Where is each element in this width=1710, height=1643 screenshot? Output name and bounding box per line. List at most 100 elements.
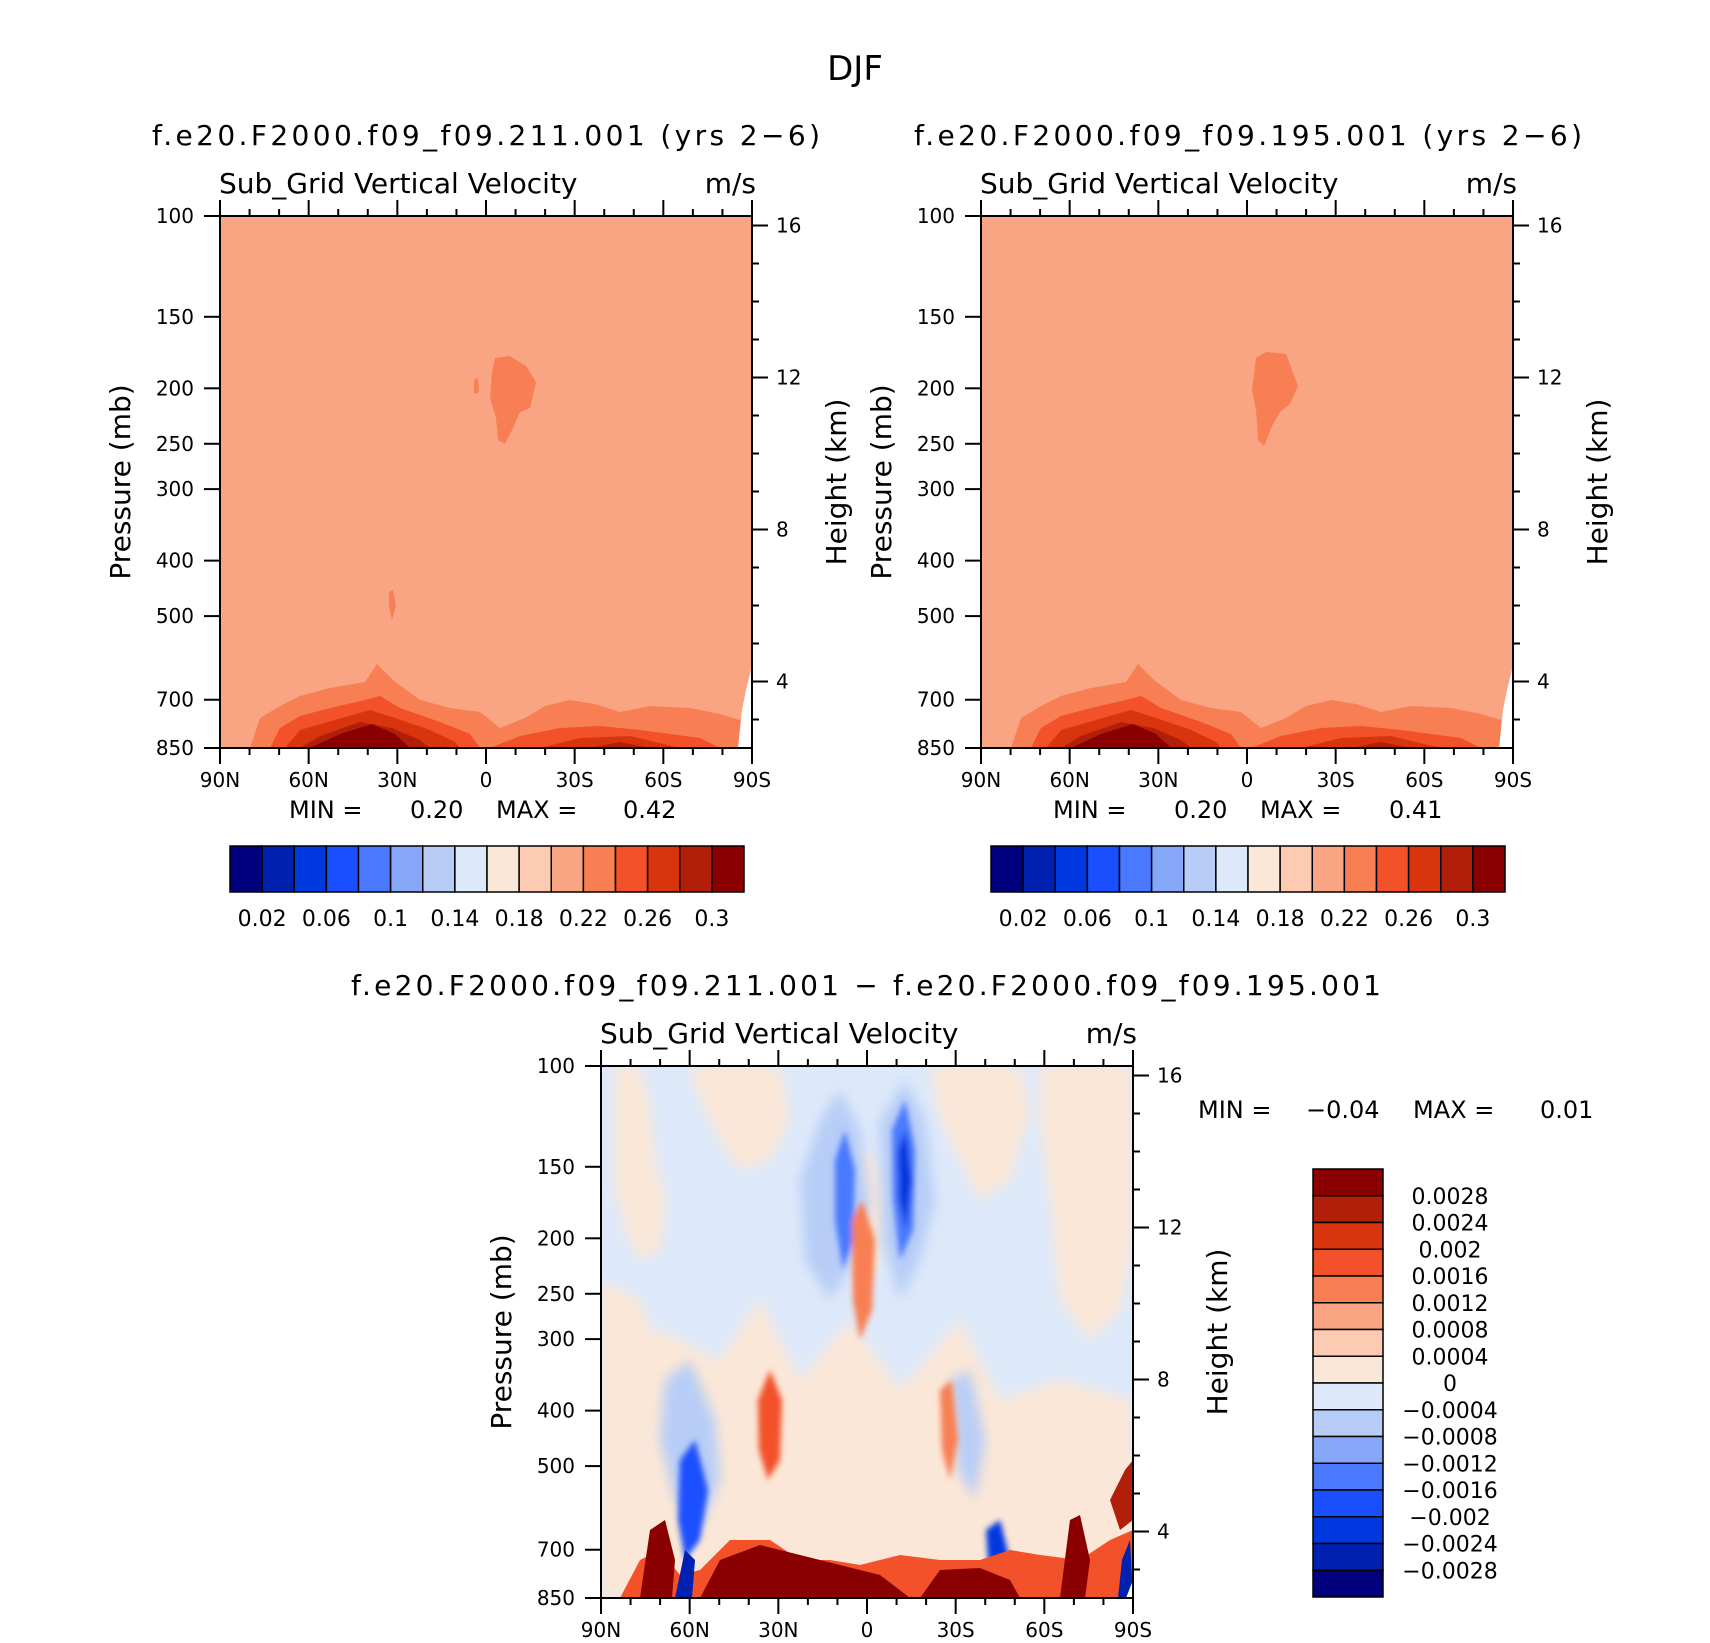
colorbar-swatch xyxy=(1312,1355,1384,1384)
y-tick-label: 150 xyxy=(917,305,955,329)
y-tick-label: 250 xyxy=(917,432,955,456)
panel-1-field xyxy=(220,216,752,748)
x-tick-label: 30N xyxy=(377,768,417,792)
panel-2-field xyxy=(981,216,1513,748)
panel-3-strong-regions xyxy=(678,1100,1010,1580)
panel-2-upper-max-region xyxy=(1252,352,1298,446)
colorbar-swatch xyxy=(1311,845,1346,893)
colorbar-label: 0.26 xyxy=(1384,907,1433,932)
colorbar-label: −0.0008 xyxy=(1402,1426,1497,1451)
colorbar-label: −0.0004 xyxy=(1402,1399,1497,1424)
panel-2-ylabel-right: Height (km) xyxy=(1581,399,1614,566)
panel-1-title: f.e20.F2000.f09_f09.211.001 (yrs 2−6) xyxy=(152,119,820,152)
colorbar-label: −0.0012 xyxy=(1402,1452,1497,1477)
colorbar-swatch xyxy=(1312,1302,1384,1331)
y-right-tick-label: 8 xyxy=(1157,1368,1170,1392)
y-tick-label: 100 xyxy=(537,1054,575,1078)
y-right-tick-label: 12 xyxy=(1537,366,1562,390)
colorbar-swatch xyxy=(1054,845,1089,893)
y-tick-label: 100 xyxy=(917,204,955,228)
panel-3-positive-region-b xyxy=(690,1066,790,1170)
colorbar-swatch xyxy=(1312,1168,1384,1197)
y-right-tick-label: 8 xyxy=(1537,518,1550,542)
panel-3-strong-positive-region-a xyxy=(852,1200,875,1340)
colorbar-label: 0.002 xyxy=(1419,1238,1482,1263)
panel-2-min-label: MIN = xyxy=(1053,796,1126,824)
x-tick-label: 0 xyxy=(480,768,493,792)
panel-3-ylabel-right: Height (km) xyxy=(1201,1249,1234,1416)
colorbar-label: 0.3 xyxy=(694,907,729,932)
panel-2-max-value: 0.41 xyxy=(1389,796,1442,824)
colorbar-label: 0.06 xyxy=(302,907,351,932)
colorbar-swatch xyxy=(711,845,745,893)
panel-1-colorbar: 0.02 0.06 0.1 0.14 0.18 0.22 0.26 0.3 xyxy=(229,845,745,932)
panel-3-strong-negative-region-d xyxy=(898,1130,912,1230)
panel-3-min-value: −0.04 xyxy=(1306,1096,1380,1124)
panel-1-max-value: 0.42 xyxy=(623,796,676,824)
y-right-tick-label: 4 xyxy=(1537,670,1550,694)
colorbar-swatch xyxy=(1086,845,1121,893)
colorbar-label: 0.06 xyxy=(1063,907,1112,932)
panel-1-units-label: m/s xyxy=(705,167,756,200)
colorbar-label: 0.14 xyxy=(1191,907,1240,932)
colorbar-label: 0.1 xyxy=(1134,907,1169,932)
colorbar-swatch xyxy=(1343,845,1378,893)
panel-3-surface-strong-positive-2 xyxy=(700,1545,910,1598)
panel-3-surface-nodata-edge xyxy=(1126,1580,1133,1598)
colorbar-swatch xyxy=(357,845,392,893)
panel-3-field xyxy=(601,1066,1133,1598)
y-right-tick-label: 4 xyxy=(776,670,789,694)
y-tick-label: 500 xyxy=(537,1454,575,1478)
colorbar-swatch xyxy=(1183,845,1217,893)
colorbar-swatch xyxy=(1150,845,1185,893)
y-tick-label: 150 xyxy=(156,305,194,329)
main-title: DJF xyxy=(827,49,883,89)
colorbar-label: 0.22 xyxy=(1320,907,1369,932)
colorbar-label: 0.1 xyxy=(373,907,408,932)
colorbar-swatch xyxy=(582,845,617,893)
colorbar-label: −0.0028 xyxy=(1402,1559,1497,1584)
x-tick-label: 90N xyxy=(961,768,1001,792)
x-tick-label: 60N xyxy=(288,768,328,792)
panel-2-colorbar: 0.02 0.06 0.1 0.14 0.18 0.22 0.26 0.3 xyxy=(990,845,1506,932)
y-tick-label: 500 xyxy=(156,604,194,628)
panel-1-min-label: MIN = xyxy=(289,796,362,824)
colorbar-swatch xyxy=(1312,1516,1384,1545)
colorbar-swatch xyxy=(1215,845,1249,893)
y-tick-label: 250 xyxy=(537,1282,575,1306)
x-tick-label: 30N xyxy=(1138,768,1178,792)
colorbar-swatch xyxy=(646,845,681,893)
x-tick-label: 30S xyxy=(1317,768,1355,792)
panel-3-positive-region-d xyxy=(1040,1066,1133,1340)
panel-2-variable-label: Sub_Grid Vertical Velocity xyxy=(980,167,1339,200)
y-tick-label: 850 xyxy=(537,1586,575,1610)
x-tick-label: 90S xyxy=(733,768,771,792)
y-tick-label: 200 xyxy=(537,1226,575,1250)
panel-3-title: f.e20.F2000.f09_f09.211.001 − f.e20.F200… xyxy=(351,969,1381,1002)
x-tick-label: 60N xyxy=(1049,768,1089,792)
colorbar-swatch xyxy=(614,845,649,893)
colorbar-swatch xyxy=(1312,1569,1384,1598)
colorbar-label: 0.22 xyxy=(559,907,608,932)
colorbar-label: 0.0008 xyxy=(1412,1319,1489,1344)
colorbar-swatch xyxy=(422,845,456,893)
panel-2-units-label: m/s xyxy=(1466,167,1517,200)
colorbar-swatch xyxy=(1407,845,1442,893)
colorbar-swatch xyxy=(1312,1328,1384,1357)
panel-3-strong-positive-region-c xyxy=(940,1380,958,1480)
panel-1-axes: 100 150 200 250 300 400 500 700 850 4 8 12 16 90N 60N 3… xyxy=(156,200,801,792)
colorbar-swatch xyxy=(293,845,328,893)
panel-3-units-label: m/s xyxy=(1086,1017,1137,1050)
colorbar-label: 0.0012 xyxy=(1412,1292,1489,1317)
y-tick-label: 850 xyxy=(917,736,955,760)
x-tick-label: 30N xyxy=(758,1618,798,1639)
y-tick-label: 700 xyxy=(537,1538,575,1562)
colorbar-swatch xyxy=(261,845,295,893)
panel-1-ylabel: Pressure (mb) xyxy=(104,384,137,579)
colorbar-swatch xyxy=(1312,1542,1384,1571)
y-tick-label: 300 xyxy=(156,477,194,501)
colorbar-label: −0.0024 xyxy=(1402,1533,1497,1558)
colorbar-label: 0.0004 xyxy=(1412,1345,1489,1370)
colorbar-swatch xyxy=(550,845,585,893)
panel-1-background-field xyxy=(220,216,752,748)
